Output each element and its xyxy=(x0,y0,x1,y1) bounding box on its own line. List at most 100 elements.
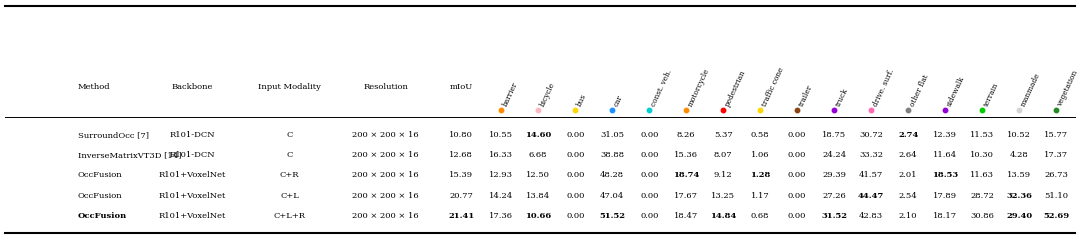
Text: 8.26: 8.26 xyxy=(677,131,696,139)
Text: motorcycle: motorcycle xyxy=(686,67,711,108)
Text: 14.60: 14.60 xyxy=(525,131,552,139)
Text: 0.68: 0.68 xyxy=(751,212,769,220)
Text: C: C xyxy=(286,131,293,139)
Text: 0.00: 0.00 xyxy=(640,151,659,159)
Text: 21.41: 21.41 xyxy=(448,212,474,220)
Text: 12.39: 12.39 xyxy=(933,131,957,139)
Text: R101+VoxelNet: R101+VoxelNet xyxy=(159,171,226,179)
Text: R101-DCN: R101-DCN xyxy=(170,131,215,139)
Text: bicycle: bicycle xyxy=(538,81,556,108)
Text: 15.77: 15.77 xyxy=(1044,131,1068,139)
Text: 31.52: 31.52 xyxy=(821,212,847,220)
Text: terrain: terrain xyxy=(982,81,1000,108)
Text: C+L+R: C+L+R xyxy=(273,212,306,220)
Text: 20.77: 20.77 xyxy=(449,191,473,200)
Text: 1.17: 1.17 xyxy=(751,191,770,200)
Text: 44.47: 44.47 xyxy=(858,191,885,200)
Text: 200 × 200 × 16: 200 × 200 × 16 xyxy=(352,151,419,159)
Text: 2.10: 2.10 xyxy=(899,212,917,220)
Text: 200 × 200 × 16: 200 × 200 × 16 xyxy=(352,191,419,200)
Text: 0.00: 0.00 xyxy=(640,191,659,200)
Text: 200 × 200 × 16: 200 × 200 × 16 xyxy=(352,131,419,139)
Text: 12.68: 12.68 xyxy=(449,151,473,159)
Text: drive. surf.: drive. surf. xyxy=(872,68,895,108)
Text: 11.64: 11.64 xyxy=(933,151,957,159)
Text: 12.93: 12.93 xyxy=(489,171,513,179)
Text: 0.00: 0.00 xyxy=(788,151,807,159)
Text: other flat: other flat xyxy=(908,73,930,108)
Text: 17.37: 17.37 xyxy=(1044,151,1068,159)
Text: 17.89: 17.89 xyxy=(933,191,957,200)
Text: 1.28: 1.28 xyxy=(750,171,770,179)
Text: 0.00: 0.00 xyxy=(788,191,807,200)
Text: 13.84: 13.84 xyxy=(526,191,551,200)
Text: 2.01: 2.01 xyxy=(899,171,917,179)
Text: 10.66: 10.66 xyxy=(525,212,552,220)
Text: 10.30: 10.30 xyxy=(970,151,994,159)
Text: 29.39: 29.39 xyxy=(822,171,846,179)
Text: 41.57: 41.57 xyxy=(859,171,883,179)
Text: 31.05: 31.05 xyxy=(600,131,624,139)
Text: 0.00: 0.00 xyxy=(566,191,584,200)
Text: 2.74: 2.74 xyxy=(897,131,918,139)
Text: 10.55: 10.55 xyxy=(489,131,513,139)
Text: 18.53: 18.53 xyxy=(932,171,958,179)
Text: 38.88: 38.88 xyxy=(600,151,624,159)
Text: 18.17: 18.17 xyxy=(933,212,957,220)
Text: 11.53: 11.53 xyxy=(970,131,995,139)
Text: 13.59: 13.59 xyxy=(1007,171,1031,179)
Text: C: C xyxy=(286,151,293,159)
Text: trailer: trailer xyxy=(797,83,814,108)
Text: 9.12: 9.12 xyxy=(714,171,732,179)
Text: 0.00: 0.00 xyxy=(788,212,807,220)
Text: 0.00: 0.00 xyxy=(640,171,659,179)
Text: 18.75: 18.75 xyxy=(822,131,847,139)
Text: 17.36: 17.36 xyxy=(489,212,513,220)
Text: R101+VoxelNet: R101+VoxelNet xyxy=(159,191,226,200)
Text: 0.00: 0.00 xyxy=(566,212,584,220)
Text: 10.52: 10.52 xyxy=(1008,131,1031,139)
Text: mIoU: mIoU xyxy=(449,82,473,91)
Text: 0.00: 0.00 xyxy=(640,212,659,220)
Text: R101+VoxelNet: R101+VoxelNet xyxy=(159,212,226,220)
Text: 16.33: 16.33 xyxy=(489,151,513,159)
Text: 48.28: 48.28 xyxy=(600,171,624,179)
Text: SurroundOcc [7]: SurroundOcc [7] xyxy=(78,131,149,139)
Text: Method: Method xyxy=(78,82,110,91)
Text: OccFusion: OccFusion xyxy=(78,171,122,179)
Text: 24.24: 24.24 xyxy=(822,151,847,159)
Text: barrier: barrier xyxy=(501,81,519,108)
Text: 18.47: 18.47 xyxy=(674,212,699,220)
Text: 0.00: 0.00 xyxy=(566,171,584,179)
Text: 0.00: 0.00 xyxy=(566,151,584,159)
Text: sidewalk: sidewalk xyxy=(945,75,967,108)
Text: const. veh.: const. veh. xyxy=(649,68,674,108)
Text: 0.00: 0.00 xyxy=(788,171,807,179)
Text: 30.72: 30.72 xyxy=(860,131,883,139)
Text: 11.63: 11.63 xyxy=(970,171,994,179)
Text: 0.00: 0.00 xyxy=(640,131,659,139)
Text: 52.69: 52.69 xyxy=(1043,212,1069,220)
Text: bus: bus xyxy=(576,93,588,108)
Text: 32.36: 32.36 xyxy=(1007,191,1032,200)
Text: vegetation: vegetation xyxy=(1056,69,1080,108)
Text: 47.04: 47.04 xyxy=(600,191,624,200)
Text: 200 × 200 × 16: 200 × 200 × 16 xyxy=(352,212,419,220)
Text: truck: truck xyxy=(834,87,850,108)
Text: manmade: manmade xyxy=(1020,71,1042,108)
Text: 29.40: 29.40 xyxy=(1007,212,1032,220)
Text: C+R: C+R xyxy=(280,171,299,179)
Text: 0.00: 0.00 xyxy=(566,131,584,139)
Text: OccFusion: OccFusion xyxy=(78,212,127,220)
Text: 14.84: 14.84 xyxy=(710,212,737,220)
Text: 10.80: 10.80 xyxy=(449,131,473,139)
Text: 27.26: 27.26 xyxy=(822,191,846,200)
Text: 30.86: 30.86 xyxy=(970,212,994,220)
Text: InverseMatrixVT3D [14]: InverseMatrixVT3D [14] xyxy=(78,151,181,159)
Text: 12.50: 12.50 xyxy=(526,171,550,179)
Text: 17.67: 17.67 xyxy=(674,191,698,200)
Text: 28.72: 28.72 xyxy=(970,191,994,200)
Text: Resolution: Resolution xyxy=(363,82,408,91)
Text: 15.39: 15.39 xyxy=(449,171,473,179)
Text: 18.74: 18.74 xyxy=(673,171,700,179)
